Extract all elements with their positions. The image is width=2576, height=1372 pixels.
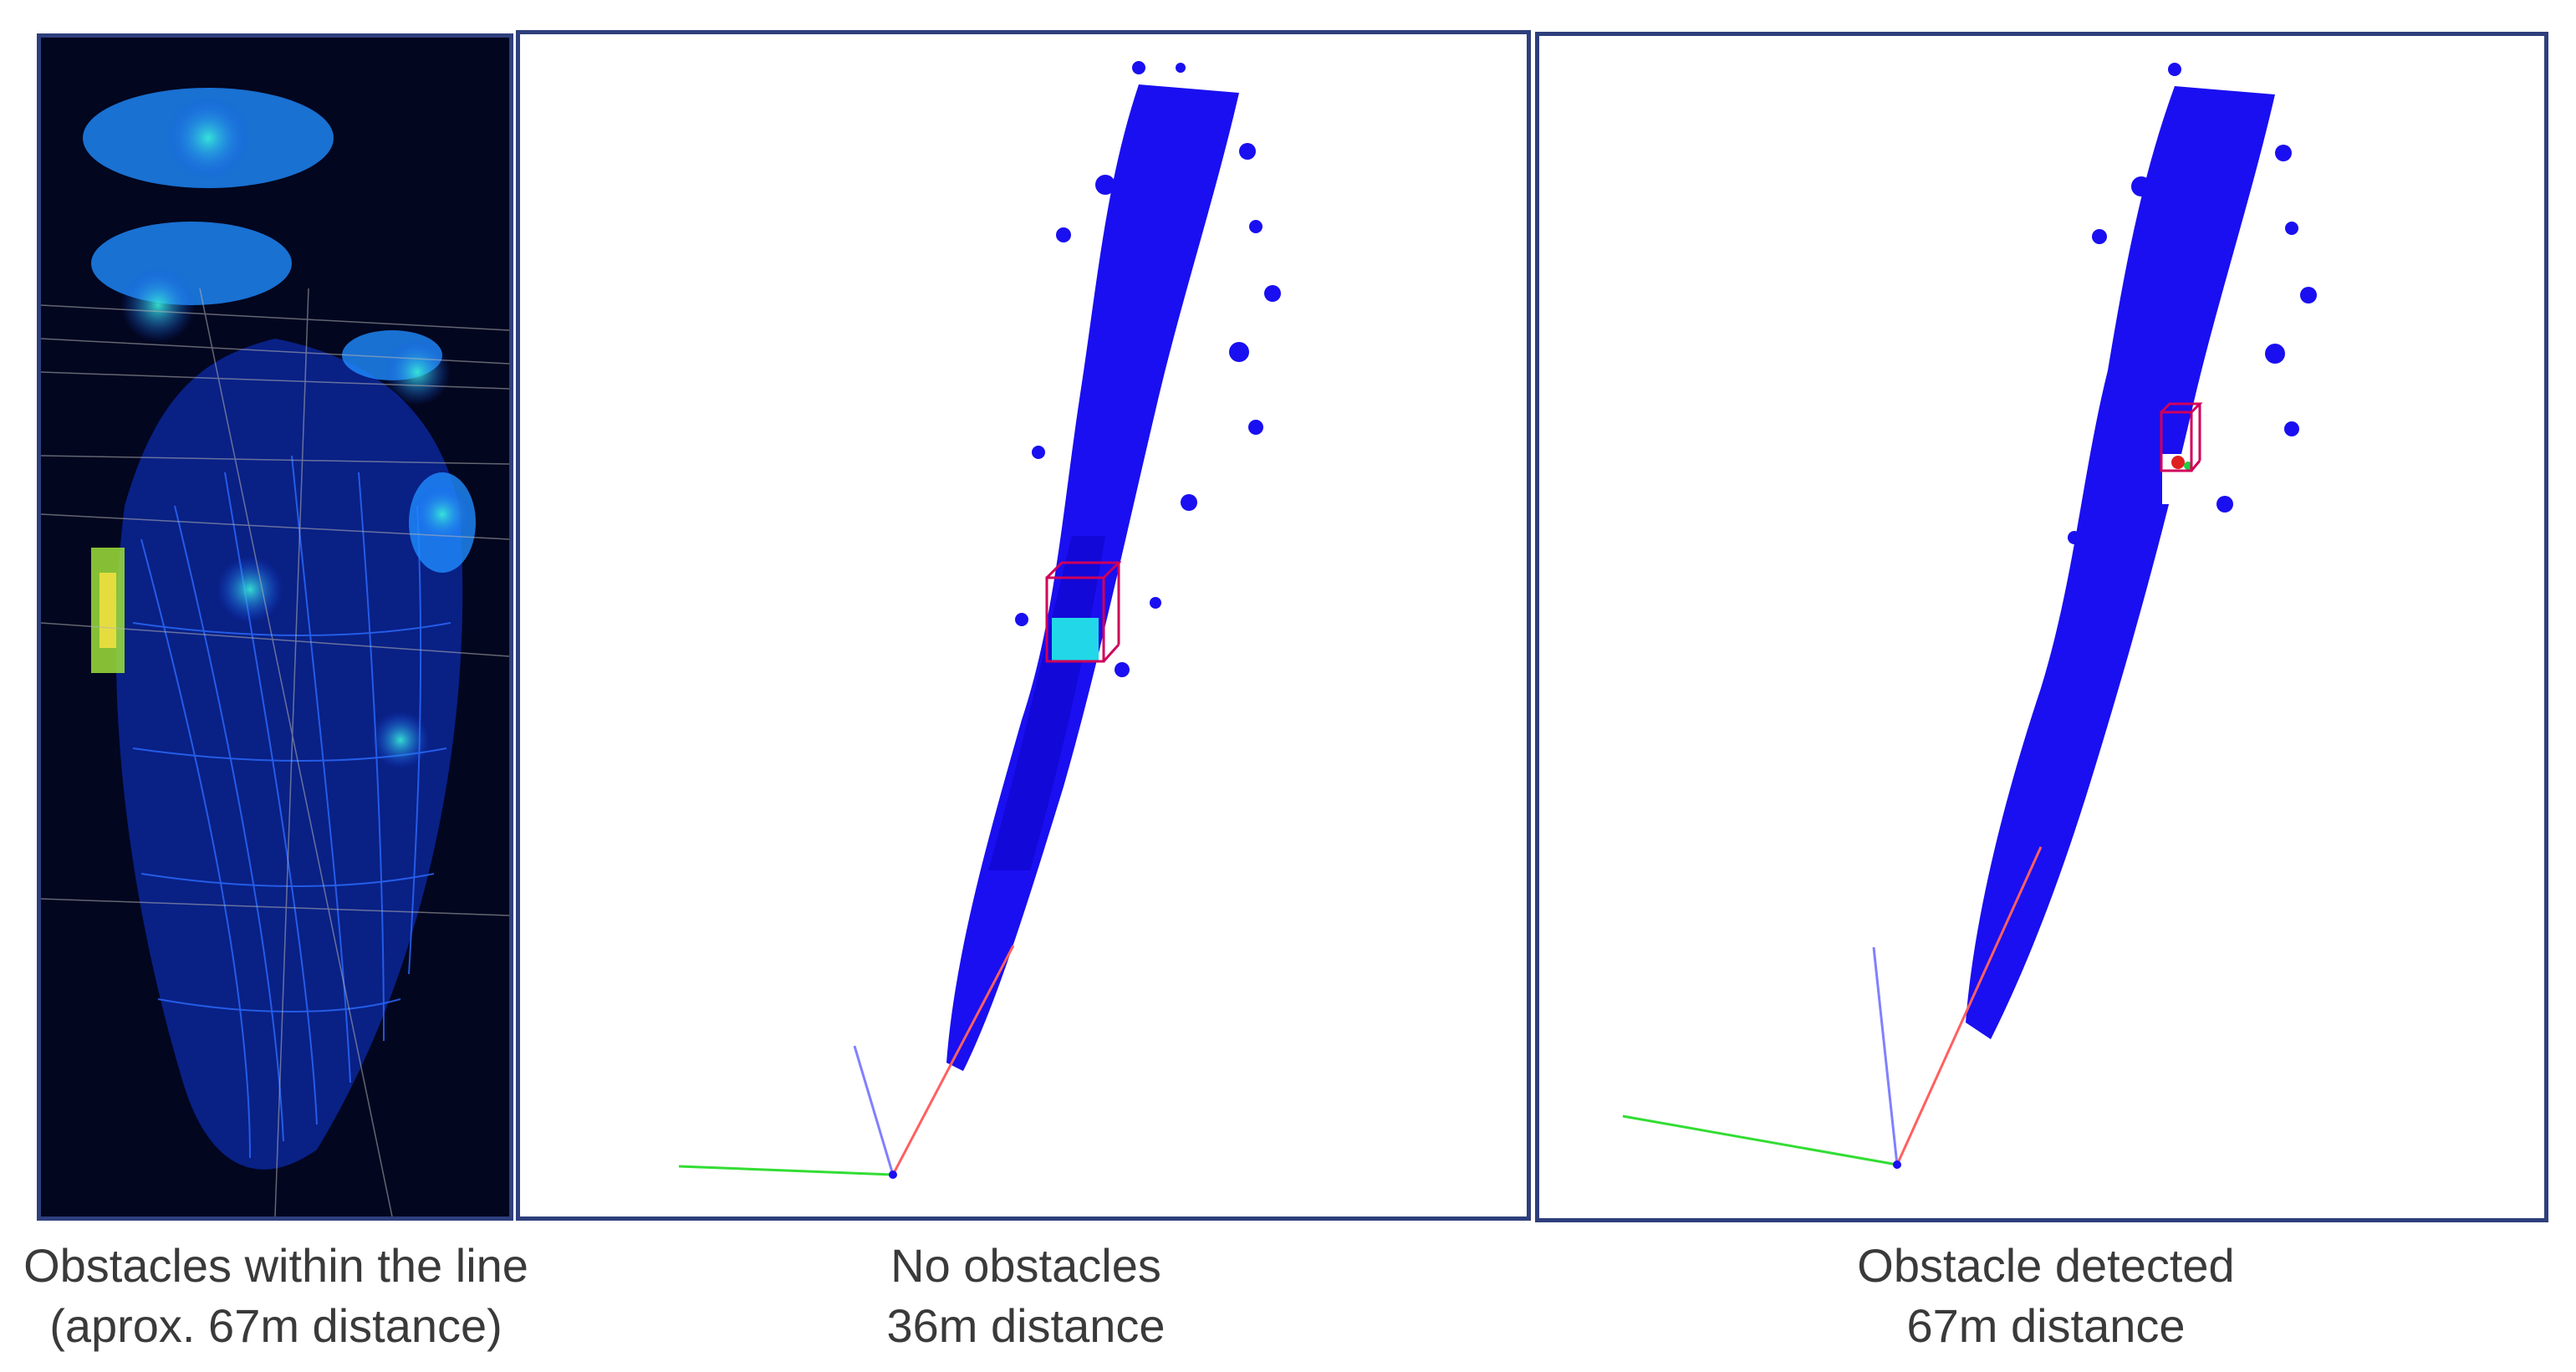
blue-point-cloud-image xyxy=(1539,36,2544,1218)
point-cloud-panel-obstacle-detected xyxy=(1535,32,2548,1222)
caption-line-2: 36m distance xyxy=(886,1299,1166,1352)
caption-line-1: No obstacles xyxy=(890,1239,1161,1292)
caption-line-1: Obstacle detected xyxy=(1857,1239,2235,1292)
caption-line-2: (aprox. 67m distance) xyxy=(49,1299,502,1352)
caption-line-2: 67m distance xyxy=(1906,1299,2186,1352)
panel-1-caption: Obstacles within the line (aprox. 67m di… xyxy=(17,1236,535,1356)
point-cloud-panel-no-obstacles xyxy=(516,30,1531,1221)
lidar-view-dark-panel xyxy=(37,33,513,1221)
dark-point-cloud-image xyxy=(41,38,509,1216)
blue-point-cloud-image xyxy=(520,34,1527,1216)
panel-2-caption: No obstacles 36m distance xyxy=(767,1236,1285,1356)
panel-3-caption: Obstacle detected 67m distance xyxy=(1787,1236,2305,1356)
caption-line-1: Obstacles within the line xyxy=(23,1239,528,1292)
